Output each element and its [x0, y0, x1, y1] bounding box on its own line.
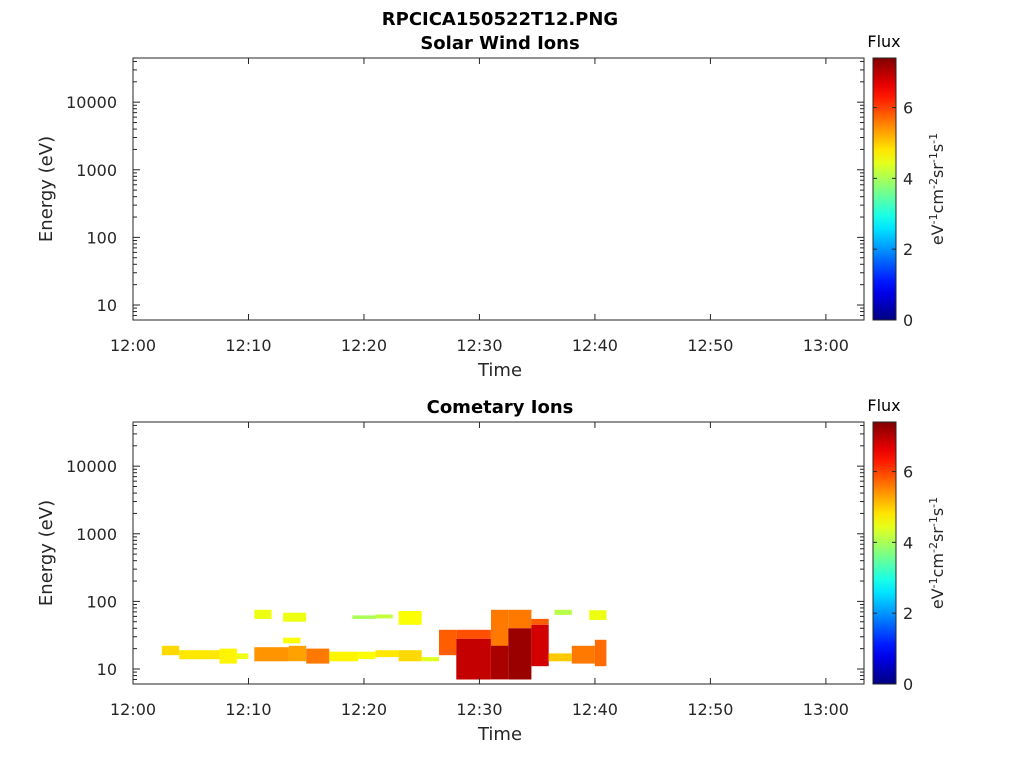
x-tick-label: 12:00 [110, 700, 156, 719]
heatmap-cell [375, 650, 399, 658]
x-tick-label: 12:00 [110, 336, 156, 355]
heatmap-cell [219, 648, 237, 664]
heatmap-cell [398, 650, 422, 662]
colorbar-gradient [872, 421, 897, 685]
heatmap-cell [589, 610, 607, 620]
heatmap-cell [554, 609, 572, 615]
colorbar-tick-label: 2 [903, 604, 913, 623]
heatmap-cell [421, 657, 439, 662]
colorbar-title: Flux [867, 32, 900, 51]
heatmap-cell [358, 651, 376, 660]
colorbar-tick-label: 0 [903, 311, 913, 330]
x-axis-label: Time [477, 724, 522, 745]
heatmap-cell [236, 653, 249, 660]
y-tick-label: 10000 [66, 457, 117, 476]
heatmap-cell [161, 645, 180, 656]
heatmap-cell [571, 645, 595, 664]
y-tick-label: 10 [97, 296, 117, 315]
x-tick-label: 12:30 [456, 336, 502, 355]
colorbar-title: Flux [867, 396, 900, 415]
axes-frame [132, 57, 865, 321]
heatmap-cell [491, 609, 509, 652]
heatmap-cell [254, 609, 272, 619]
heatmap-cell [283, 612, 307, 622]
colorbar: 0 2 4 6 Flux eV-1cm-2sr-1s-1 [867, 32, 947, 330]
x-tick-label: 12:30 [456, 700, 502, 719]
colorbar-tick-label: 4 [903, 533, 913, 552]
y-tick-label: 100 [86, 228, 117, 247]
heatmap-cell [548, 653, 572, 662]
heatmap-cell [456, 629, 491, 639]
heatmap-cell [531, 624, 549, 667]
heatmap-cell [398, 611, 422, 625]
heatmap-cells [161, 609, 607, 680]
colorbar-tick-label: 6 [903, 99, 913, 118]
heatmap-cell [179, 650, 220, 660]
heatmap-cell [352, 615, 376, 619]
colorbar-gradient [872, 57, 897, 321]
x-tick-label: 13:00 [803, 700, 849, 719]
x-tick-label: 13:00 [803, 336, 849, 355]
y-tick-label: 100 [86, 592, 117, 611]
heatmap-cell [254, 647, 289, 662]
x-tick-label: 12:50 [687, 336, 733, 355]
heatmap-cell [508, 609, 532, 629]
figure-title: RPCICA150522T12.PNG [382, 9, 618, 30]
heatmap-cell [456, 638, 491, 680]
heatmap-cell [329, 651, 359, 662]
colorbar-tick-label: 2 [903, 240, 913, 259]
x-tick-label: 12:10 [225, 336, 271, 355]
x-tick-label: 12:40 [572, 336, 618, 355]
heatmap-cell [439, 629, 457, 656]
y-tick-label: 10000 [66, 93, 117, 112]
colorbar: 0 2 4 6 Flux eV-1cm-2sr-1s-1 [867, 396, 947, 694]
colorbar-tick-label: 0 [903, 675, 913, 694]
heatmap-cell [531, 618, 549, 625]
x-axis-label: Time [477, 360, 522, 381]
x-tick-label: 12:40 [572, 700, 618, 719]
colorbar-tick-label: 6 [903, 463, 913, 482]
heatmap-cell [288, 645, 307, 662]
colorbar-units-label: eV-1cm-2sr-1s-1 [927, 133, 948, 245]
x-tick-label: 12:10 [225, 700, 271, 719]
y-tick-label: 1000 [76, 525, 117, 544]
y-tick-label: 1000 [76, 161, 117, 180]
heatmap-cell [491, 645, 509, 680]
x-tick-label: 12:20 [341, 700, 387, 719]
colorbar-tick-label: 4 [903, 169, 913, 188]
y-tick-label: 10 [97, 660, 117, 679]
x-tick-label: 12:20 [341, 336, 387, 355]
axes-frame [132, 421, 865, 685]
panel-title: Solar Wind Ions [420, 33, 579, 54]
heatmap-cell [594, 639, 607, 667]
heatmap-cell [508, 628, 532, 680]
heatmap-cell [306, 648, 330, 664]
solar-wind-panel: Solar Wind Ions 12:00 12:10 12:20 12:30 12:40… [36, 32, 947, 381]
heatmap-cell [283, 637, 301, 644]
cometary-ions-panel: Cometary Ions 12:00 12:10 12:20 12:30 12:40 12… [36, 396, 947, 745]
x-tick-label: 12:50 [687, 700, 733, 719]
y-axis-label: Energy (eV) [36, 136, 57, 242]
panel-title: Cometary Ions [427, 397, 574, 418]
heatmap-cell [375, 614, 393, 619]
y-axis-label: Energy (eV) [36, 500, 57, 606]
colorbar-units-label: eV-1cm-2sr-1s-1 [927, 497, 948, 609]
